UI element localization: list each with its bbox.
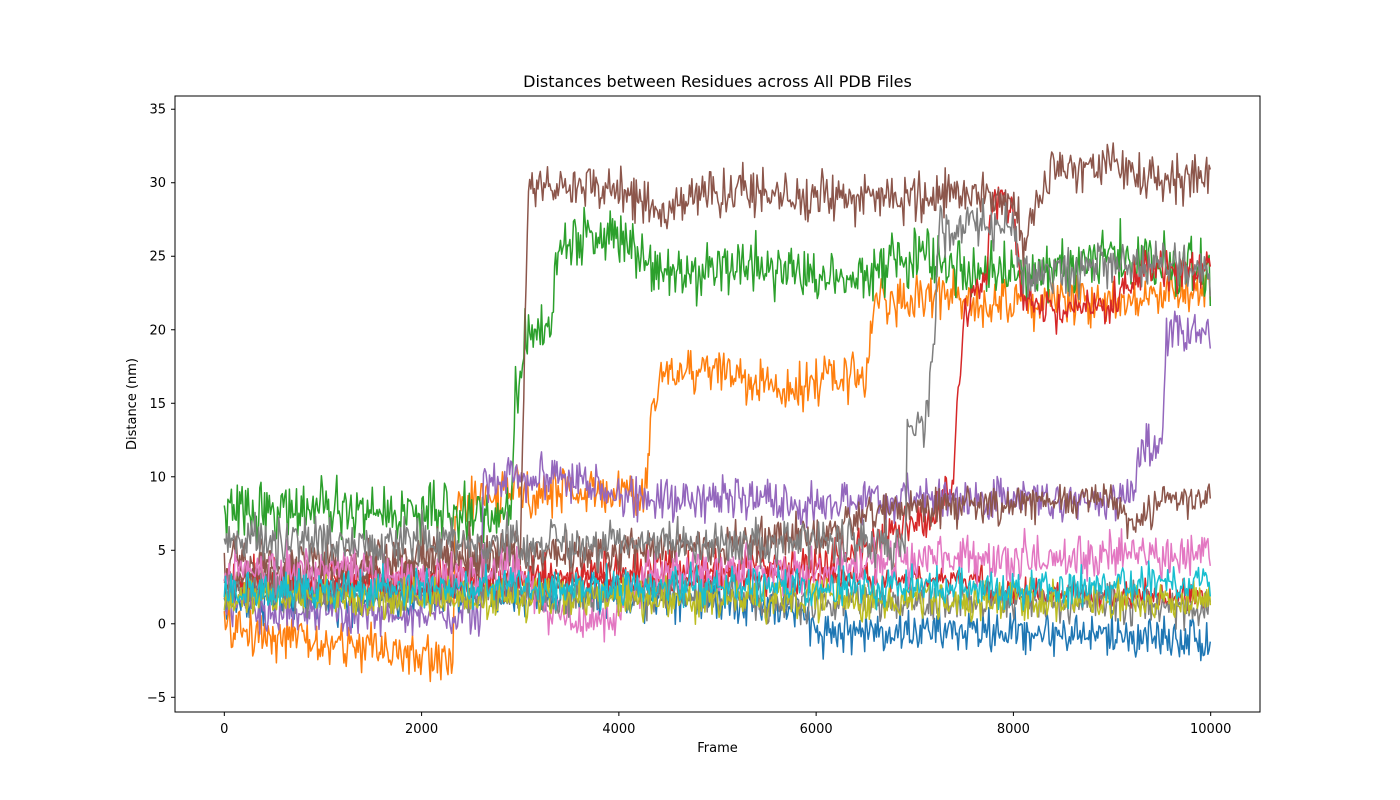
y-tick-label: 5 — [158, 544, 166, 559]
series-line-10 — [223, 197, 1212, 576]
y-tick-label: 25 — [149, 250, 166, 265]
y-tick-label: 30 — [149, 176, 166, 191]
series-line-9 — [223, 527, 1212, 643]
series-line-6 — [224, 310, 1212, 638]
x-tick-label: 2000 — [405, 722, 438, 737]
y-tick-label: −5 — [147, 691, 166, 706]
x-axis-ticks: 0 2000 4000 6000 8000 10000 — [220, 712, 1231, 737]
series-layer — [223, 142, 1212, 683]
chart-title: Distances between Residues across All PD… — [523, 72, 912, 91]
series-line-13 — [223, 560, 1212, 611]
x-tick-label: 0 — [220, 722, 228, 737]
x-tick-label: 6000 — [800, 722, 833, 737]
y-tick-label: 35 — [149, 103, 166, 118]
y-axis-label: Distance (nm) — [125, 358, 140, 450]
x-tick-label: 10000 — [1190, 722, 1231, 737]
y-tick-label: 0 — [158, 617, 166, 632]
x-tick-label: 8000 — [997, 722, 1030, 737]
y-tick-label: 20 — [149, 323, 166, 338]
series-line-12 — [223, 574, 1212, 626]
y-axis-ticks: −5 0 5 10 15 20 25 30 35 — [147, 103, 175, 706]
y-tick-label: 15 — [149, 397, 166, 412]
x-tick-label: 4000 — [602, 722, 635, 737]
plot-frame — [174, 95, 1261, 713]
x-axis-label: Frame — [697, 741, 738, 756]
series-line-2 — [223, 264, 1212, 683]
y-tick-label: 10 — [149, 470, 166, 485]
